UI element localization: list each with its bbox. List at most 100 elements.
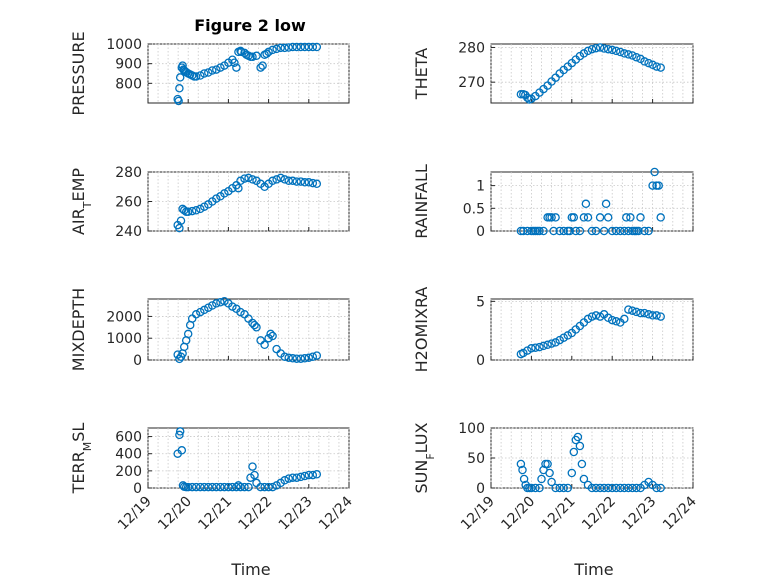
data-series xyxy=(173,42,322,106)
data-point xyxy=(616,226,625,236)
data-point xyxy=(268,45,277,55)
data-point xyxy=(179,206,189,215)
data-series xyxy=(516,43,665,104)
data-point xyxy=(644,226,653,236)
data-point xyxy=(308,470,318,480)
data-point xyxy=(204,482,213,492)
data-point xyxy=(559,483,568,493)
data-point xyxy=(527,344,536,353)
data-point xyxy=(636,308,645,318)
x-tick-label: 12/24 xyxy=(316,493,356,533)
data-point xyxy=(191,482,201,492)
data-point xyxy=(624,226,633,236)
data-point xyxy=(571,226,581,236)
data-point xyxy=(312,179,322,189)
y-tick-label: 0.5 xyxy=(463,201,485,217)
y-axis-label: AIRTEMP xyxy=(69,168,94,235)
data-point xyxy=(539,341,548,351)
data-point xyxy=(256,63,265,72)
data-point xyxy=(304,178,314,187)
data-point xyxy=(288,176,297,186)
data-point xyxy=(224,482,233,492)
data-point xyxy=(312,351,322,360)
x-tick-label: 12/20 xyxy=(498,494,538,534)
data-point xyxy=(648,60,657,70)
data-point xyxy=(516,90,526,99)
data-point xyxy=(212,299,221,308)
data-point xyxy=(284,176,293,186)
data-point xyxy=(250,470,259,480)
data-point xyxy=(248,52,257,62)
data-point xyxy=(628,483,637,493)
data-point xyxy=(640,308,649,318)
x-tick-label: 12/23 xyxy=(620,494,660,534)
data-point xyxy=(244,482,253,492)
x-tick-label: 12/23 xyxy=(276,494,316,534)
data-point xyxy=(264,482,273,492)
data-point xyxy=(236,46,245,56)
y-tick-label: 0 xyxy=(476,353,485,369)
data-point xyxy=(656,483,665,493)
y-tick-label: 200 xyxy=(115,464,142,480)
data-point xyxy=(640,57,649,66)
data-point xyxy=(563,483,573,493)
y-tick-label: 240 xyxy=(115,224,142,240)
data-point xyxy=(280,476,289,485)
data-point xyxy=(312,42,322,52)
x-tick-label: 12/24 xyxy=(660,493,700,533)
data-point xyxy=(208,482,217,492)
data-point xyxy=(523,226,532,236)
data-point xyxy=(308,178,318,188)
data-point xyxy=(551,483,560,493)
y-tick-label: 800 xyxy=(115,76,142,92)
data-point xyxy=(248,175,257,184)
data-point xyxy=(650,167,659,177)
data-point xyxy=(624,50,633,59)
data-series xyxy=(173,427,322,492)
data-point xyxy=(640,226,649,236)
y-tick-label: 1 xyxy=(476,179,485,195)
data-point xyxy=(232,63,241,72)
data-point xyxy=(620,226,629,236)
data-point xyxy=(300,354,310,363)
data-point xyxy=(174,96,183,106)
data-point xyxy=(535,483,544,493)
data-point xyxy=(284,353,293,363)
data-point xyxy=(628,306,637,315)
data-point xyxy=(644,58,653,68)
data-point xyxy=(187,482,197,492)
data-point xyxy=(296,354,306,363)
subplot-3: 240 260 280 AIRTEMP xyxy=(69,165,350,240)
data-point xyxy=(212,482,221,492)
data-point xyxy=(240,174,249,183)
data-point xyxy=(280,175,289,184)
data-point xyxy=(175,84,184,93)
data-point xyxy=(620,314,629,324)
data-point xyxy=(196,482,205,492)
data-point xyxy=(549,226,558,236)
data-point xyxy=(569,213,579,222)
data-series xyxy=(516,432,665,493)
data-point xyxy=(256,482,265,492)
subplot-2: 270 280 THETA xyxy=(412,40,694,104)
data-point xyxy=(607,226,617,236)
data-point xyxy=(599,483,609,493)
data-point xyxy=(288,42,297,52)
data-point xyxy=(543,459,552,469)
data-point xyxy=(624,305,633,314)
data-point xyxy=(607,45,617,55)
data-point xyxy=(551,338,560,347)
y-tick-label: 1000 xyxy=(106,37,142,53)
data-point xyxy=(527,483,536,493)
y-axis-label: H2OMIXRA xyxy=(412,287,431,373)
data-point xyxy=(232,482,241,492)
data-point xyxy=(191,72,201,81)
data-point xyxy=(595,483,605,493)
data-point xyxy=(599,44,609,53)
y-axis-label: RAINFALL xyxy=(412,164,431,239)
data-point xyxy=(603,44,613,54)
x-axis-label-left: Time xyxy=(230,560,270,579)
data-point xyxy=(519,226,528,236)
data-point xyxy=(579,213,589,222)
